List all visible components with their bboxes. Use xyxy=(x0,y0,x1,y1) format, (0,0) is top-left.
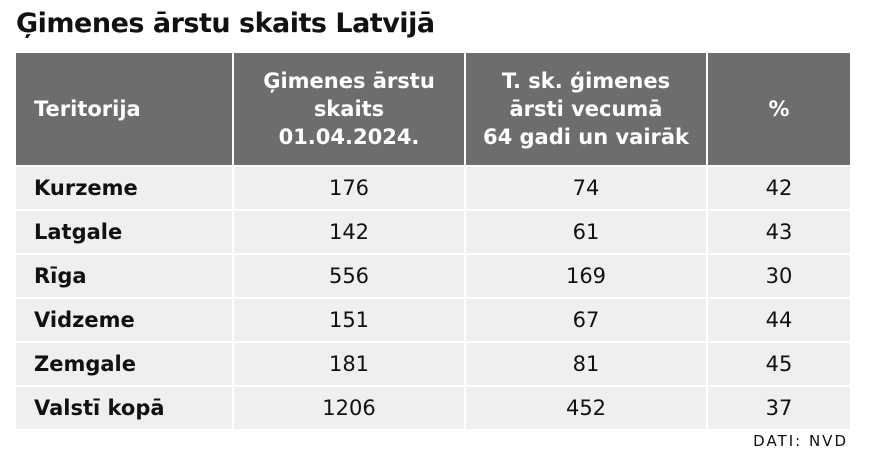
column-header: % xyxy=(706,53,850,167)
row-label: Rīga xyxy=(16,253,234,299)
header-row: Teritorija Ģimenes ārstu skaits 01.04.202… xyxy=(16,53,850,167)
column-header: T. sk. ģimenes ārsti vecumā 64 gadi un v… xyxy=(464,53,708,167)
table: Teritorija Ģimenes ārstu skaits 01.04.202… xyxy=(16,53,850,431)
row: Zemgale 181 81 45 xyxy=(16,341,850,387)
cell: 37 xyxy=(706,385,850,431)
cell: 169 xyxy=(464,253,708,299)
cell: 452 xyxy=(464,385,708,431)
row-label: Latgale xyxy=(16,209,234,255)
cell: 151 xyxy=(232,297,466,343)
cell: 30 xyxy=(706,253,850,299)
row-label: Zemgale xyxy=(16,341,234,387)
row-label: Valstī kopā xyxy=(16,385,234,431)
cell: 42 xyxy=(706,165,850,211)
cell: 67 xyxy=(464,297,708,343)
row: Kurzeme 176 74 42 xyxy=(16,165,850,211)
table-body: Kurzeme 176 74 42 Latgale 142 61 43 Rīga 556 169 30… xyxy=(16,165,850,431)
cell: 142 xyxy=(232,209,466,255)
row: Vidzeme 151 67 44 xyxy=(16,297,850,343)
row: Latgale 142 61 43 xyxy=(16,209,850,255)
cell: 43 xyxy=(706,209,850,255)
cell: 1206 xyxy=(232,385,466,431)
cell: 61 xyxy=(464,209,708,255)
cell: 176 xyxy=(232,165,466,211)
row: Valstī kopā 1206 452 37 xyxy=(16,385,850,431)
row: Rīga 556 169 30 xyxy=(16,253,850,299)
cell: 45 xyxy=(706,341,850,387)
column-header: Ģimenes ārstu skaits 01.04.2024. xyxy=(232,53,466,167)
cell: 556 xyxy=(232,253,466,299)
source: DATI: NVD xyxy=(753,432,848,450)
cell: 81 xyxy=(464,341,708,387)
cell: 181 xyxy=(232,341,466,387)
title: Ģimenes ārstu skaits Latvijā xyxy=(16,8,435,39)
row-label: Kurzeme xyxy=(16,165,234,211)
table-head: Teritorija Ģimenes ārstu skaits 01.04.202… xyxy=(16,53,850,167)
row-label: Vidzeme xyxy=(16,297,234,343)
cell: 74 xyxy=(464,165,708,211)
column-header: Teritorija xyxy=(16,53,234,167)
cell: 44 xyxy=(706,297,850,343)
